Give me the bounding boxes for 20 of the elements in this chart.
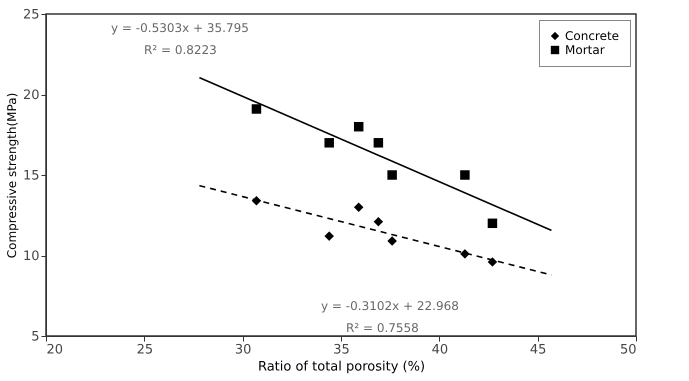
annotation: R² = 0.8223	[144, 43, 217, 57]
x-tick-label: 35	[333, 342, 350, 358]
x-tick-label: 40	[432, 342, 448, 358]
x-tick-label: 25	[136, 342, 154, 358]
y-tick-label: 25	[22, 8, 40, 22]
legend-label: Concrete	[565, 29, 620, 43]
x-axis-title: Ratio of total porosity (%)	[258, 360, 426, 374]
y-tick-label: 5	[31, 330, 40, 344]
y-tick-label: 10	[22, 249, 40, 264]
y-axis-title: Compressive strength(MPa)	[4, 92, 19, 258]
y-tick-label: 20	[22, 88, 40, 103]
x-tick-label: 20	[46, 342, 64, 358]
annotation: y = -0.5303x + 35.795	[111, 21, 249, 35]
annotation: R² = 0.7558	[346, 321, 419, 335]
annotation: y = -0.3102x + 22.968	[321, 299, 459, 313]
y-tick-label: 15	[22, 168, 40, 184]
legend-label: Mortar	[565, 43, 605, 57]
x-tick-label: 50	[620, 342, 636, 358]
x-tick-label: 30	[234, 342, 252, 358]
x-tick-label: 45	[530, 342, 546, 358]
